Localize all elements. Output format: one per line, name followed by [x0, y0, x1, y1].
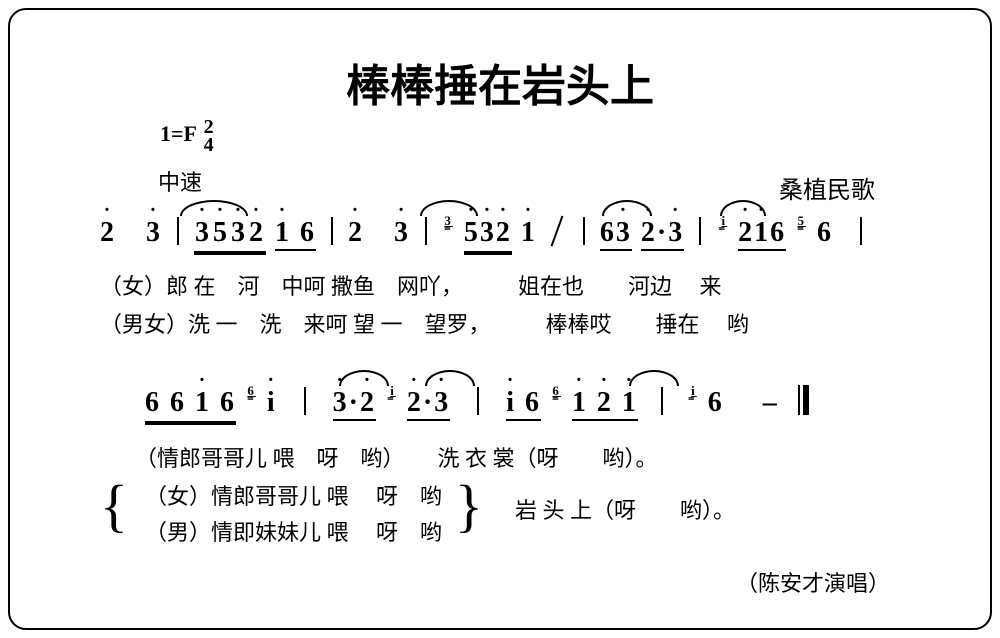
- key-prefix: 1=F: [160, 121, 196, 146]
- song-origin: 桑植民歌: [779, 170, 875, 205]
- lyrics-2d: 岩 头 上（呀 哟）。: [515, 493, 735, 525]
- n: 6: [708, 387, 724, 418]
- n: 3: [146, 217, 162, 248]
- lyrics-2a: （情郎哥哥儿 喂 呀 哟） 洗 衣 裳（呀 哟）。: [135, 441, 809, 473]
- lyrics-1b: （男女）洗 一 洗 来呵 望 一 望罗， 棒棒哎 捶在 哟: [100, 307, 868, 339]
- tempo-marking: 中速: [158, 165, 202, 197]
- brace-right: }: [455, 477, 483, 535]
- n: 1: [521, 217, 537, 248]
- brace-left: {: [100, 477, 128, 535]
- n: 6: [300, 217, 316, 248]
- n: 3: [394, 217, 410, 248]
- n: 2: [100, 217, 116, 248]
- n: i: [267, 387, 277, 418]
- music-line-1: 2 3 3532 1 6 2 3 3⁼ 532 1 63 2·3 i⁼ 216 …: [100, 210, 868, 339]
- dash: –: [763, 387, 779, 418]
- performer-credit: （陈安才演唱）: [736, 566, 890, 598]
- n: 1: [275, 217, 291, 248]
- key-signature: 1=F 2 4: [160, 118, 214, 154]
- time-bot: 4: [204, 136, 214, 154]
- lyrics-1a: （女）郎 在 河 中呵 撒鱼 网吖， 姐在也 河边 来: [100, 269, 868, 301]
- music-line-2: 6 6 1 6 6⁼ i 3·2 i⁼ 2·3 i 6 6⁼ 1 2 1 i⁼ …: [145, 380, 809, 547]
- n: 6: [817, 217, 833, 248]
- song-title: 棒棒捶在岩头上: [0, 50, 1000, 114]
- n: 2: [348, 217, 364, 248]
